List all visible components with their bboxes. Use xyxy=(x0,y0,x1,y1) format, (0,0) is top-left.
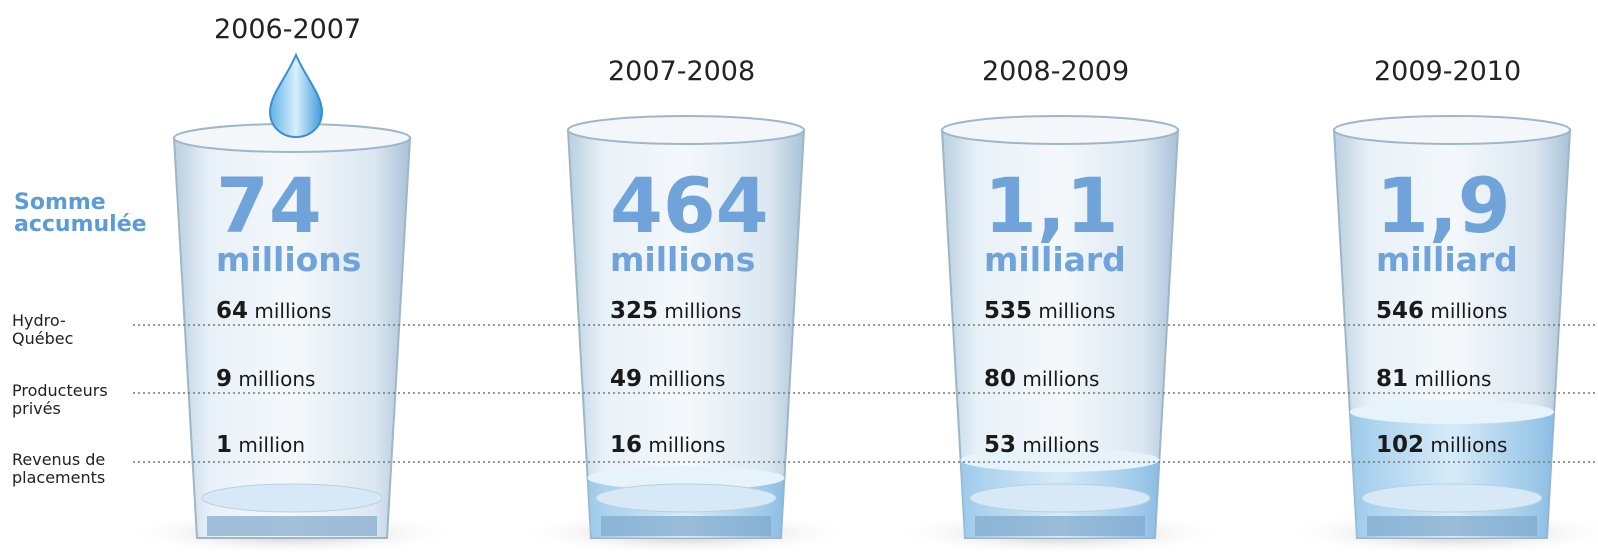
glass-rim xyxy=(941,115,1179,145)
glass-base xyxy=(1367,516,1537,536)
amount: 64 millions xyxy=(216,298,331,324)
amount-number: 16 xyxy=(610,432,643,458)
amount: 9 millions xyxy=(216,366,315,392)
amount-unit: millions xyxy=(664,299,742,323)
amount-number: 49 xyxy=(610,366,643,392)
water-surface xyxy=(960,448,1160,472)
water-surface xyxy=(587,466,785,490)
amount-unit: millions xyxy=(648,433,726,457)
amount: 325 millions xyxy=(610,298,741,324)
amount-number: 53 xyxy=(984,432,1017,458)
total-unit: milliard xyxy=(1376,240,1518,279)
category-label: Hydro-Québec xyxy=(12,311,74,348)
amount: 102 millions xyxy=(1376,432,1507,458)
amount-number: 9 xyxy=(216,366,233,392)
amount: 16 millions xyxy=(610,432,725,458)
amount: 81 millions xyxy=(1376,366,1491,392)
period-label: 2008-2009 xyxy=(982,56,1130,87)
total-unit: millions xyxy=(610,240,756,279)
amount-number: 64 xyxy=(216,298,249,324)
glass-bottom xyxy=(1361,483,1543,513)
period-label: 2007-2008 xyxy=(608,56,756,87)
period-label: 2006-2007 xyxy=(214,14,362,45)
glass-bottom xyxy=(201,483,383,513)
amount-unit: millions xyxy=(254,299,332,323)
amount-unit: millions xyxy=(1414,367,1492,391)
glass-rim xyxy=(567,115,805,145)
amount: 535 millions xyxy=(984,298,1115,324)
total-unit: millions xyxy=(216,240,362,279)
period-label: 2009-2010 xyxy=(1374,56,1522,87)
glass-bottom xyxy=(969,483,1151,513)
amount-number: 546 xyxy=(1376,298,1425,324)
amount-number: 535 xyxy=(984,298,1033,324)
amount-number: 81 xyxy=(1376,366,1409,392)
amount: 80 millions xyxy=(984,366,1099,392)
total-number: 1,1 xyxy=(984,161,1119,250)
category-label: Revenus de placements xyxy=(12,450,106,487)
total-number: 464 xyxy=(610,161,769,250)
amount-number: 1 xyxy=(216,432,233,458)
water-drop xyxy=(268,52,324,139)
glass-base xyxy=(207,516,377,536)
glasses xyxy=(122,115,1598,555)
amount-unit: million xyxy=(238,433,305,457)
amount-unit: millions xyxy=(238,367,316,391)
total-number: 1,9 xyxy=(1376,161,1511,250)
category-label: Producteurs privés xyxy=(12,381,108,418)
amount: 49 millions xyxy=(610,366,725,392)
amount-unit: millions xyxy=(1022,367,1100,391)
dotted-guides xyxy=(133,324,1598,463)
amount-number: 325 xyxy=(610,298,659,324)
amount-unit: millions xyxy=(1430,299,1508,323)
amount: 53 millions xyxy=(984,432,1099,458)
amount: 546 millions xyxy=(1376,298,1507,324)
amount-unit: millions xyxy=(1038,299,1116,323)
total-number: 74 xyxy=(216,161,322,250)
amount-unit: millions xyxy=(1430,433,1508,457)
total-unit: milliard xyxy=(984,240,1126,279)
amount-number: 102 xyxy=(1376,432,1425,458)
glass-bottom xyxy=(595,483,777,513)
glass-base xyxy=(975,516,1145,536)
amount-unit: millions xyxy=(1022,433,1100,457)
water-surface xyxy=(1349,400,1555,424)
amount: 1 million xyxy=(216,432,305,458)
glass-base xyxy=(601,516,771,536)
amount-unit: millions xyxy=(648,367,726,391)
amount-number: 80 xyxy=(984,366,1017,392)
heading: Somme accumulée xyxy=(14,190,147,237)
glass-rim xyxy=(1333,115,1571,145)
